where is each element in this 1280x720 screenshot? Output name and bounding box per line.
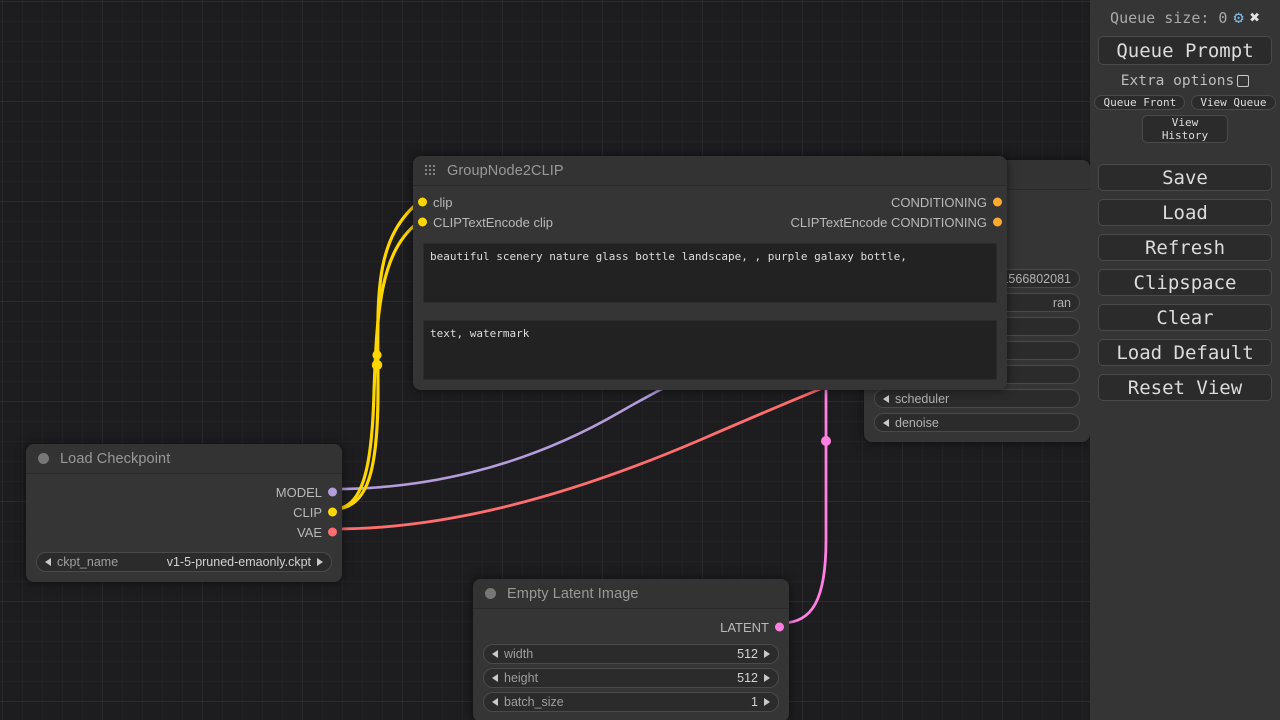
node-title-load-checkpoint[interactable]: Load Checkpoint	[26, 444, 342, 474]
output-slot-cliptextencode-conditioning-label: CLIPTextEncode CONDITIONING	[790, 214, 988, 230]
widget-ckpt-name-label: ckpt_name	[57, 555, 119, 569]
widget-width[interactable]: width 512	[483, 644, 779, 664]
input-slot-cliptextencode-clip[interactable]: CLIPTextEncode clip CLIPTextEncode CONDI…	[413, 212, 1007, 232]
menu-action-buttons: Save Load Refresh Clipspace Clear Load D…	[1090, 164, 1280, 401]
output-slot-clip[interactable]: CLIP	[26, 502, 342, 522]
widget-seed-value: 1566802081	[1001, 271, 1071, 286]
extra-options-checkbox[interactable]	[1237, 75, 1250, 87]
output-slot-vae[interactable]: VAE	[26, 522, 342, 542]
view-history-button[interactable]: View History	[1142, 115, 1228, 143]
widget-denoise[interactable]: denoise	[874, 413, 1080, 432]
output-slot-model[interactable]: MODEL	[26, 482, 342, 502]
port-clip-out[interactable]	[328, 507, 337, 517]
collapse-dot-icon[interactable]	[485, 588, 496, 599]
close-icon[interactable]: ✖	[1249, 7, 1260, 28]
widget-denoise-label: denoise	[895, 415, 939, 430]
output-slot-latent[interactable]: LATENT	[473, 617, 789, 637]
input-slot-clip-label: clip	[433, 194, 453, 210]
input-slot-cliptextencode-clip-label: CLIPTextEncode clip	[433, 214, 553, 230]
widget-batch-size-value: 1	[751, 695, 758, 709]
widget-scheduler[interactable]: scheduler	[874, 389, 1080, 408]
port-conditioning-out[interactable]	[993, 197, 1002, 207]
output-slot-vae-label: VAE	[296, 524, 322, 540]
save-button[interactable]: Save	[1098, 164, 1272, 191]
increment-arrow-icon[interactable]	[764, 674, 770, 682]
queue-prompt-button[interactable]: Queue Prompt	[1098, 36, 1272, 65]
node-empty-latent-image[interactable]: Empty Latent Image LATENT width 512	[473, 579, 789, 720]
node-title-empty-latent-image[interactable]: Empty Latent Image	[473, 579, 789, 609]
port-vae-out[interactable]	[328, 527, 337, 537]
decrement-arrow-icon[interactable]	[492, 674, 498, 682]
output-slot-conditioning-label: CONDITIONING	[890, 194, 987, 210]
port-cliptextencode-clip-in[interactable]	[418, 217, 427, 227]
node-title-groupnode2clip[interactable]: GroupNode2CLIP	[413, 156, 1007, 186]
link-dot-clip-1	[372, 350, 382, 360]
node-body-empty-latent-image: LATENT width 512 height 512	[473, 609, 789, 720]
widget-control-after-generate-value: ran	[1052, 295, 1071, 310]
extra-options-label: Extra options	[1120, 73, 1235, 89]
clipspace-button[interactable]: Clipspace	[1098, 269, 1272, 296]
increment-arrow-icon[interactable]	[764, 650, 770, 658]
refresh-button[interactable]: Refresh	[1098, 234, 1272, 261]
graph-canvas[interactable]: 1566802081 te ran scheduler denoise	[0, 0, 1090, 720]
widget-width-value: 512	[737, 647, 758, 661]
port-cliptextencode-conditioning-out[interactable]	[993, 217, 1002, 227]
link-clip-2	[332, 219, 422, 511]
widget-height-value: 512	[737, 671, 758, 685]
increment-arrow-icon[interactable]	[317, 558, 323, 566]
widget-batch-size[interactable]: batch_size 1	[483, 692, 779, 712]
view-history-line-1: View	[1171, 116, 1199, 129]
node-title-label: GroupNode2CLIP	[447, 162, 564, 179]
load-button[interactable]: Load	[1098, 199, 1272, 226]
link-dot-latent	[821, 436, 831, 446]
comfy-menu-panel: Queue size: 0 ⚙ ✖ Queue Prompt Extra opt…	[1090, 0, 1280, 720]
widget-scheduler-label: scheduler	[895, 391, 950, 406]
clear-button[interactable]: Clear	[1098, 304, 1272, 331]
node-title-label: Empty Latent Image	[507, 585, 639, 602]
view-history-line-2: History	[1161, 129, 1209, 142]
widget-height-label: height	[504, 671, 539, 685]
output-slot-latent-label: LATENT	[720, 619, 769, 635]
drag-handle-icon[interactable]	[425, 165, 436, 176]
decrement-arrow-icon[interactable]	[883, 394, 889, 403]
load-default-button[interactable]: Load Default	[1098, 339, 1272, 366]
output-slot-clip-label: CLIP	[293, 504, 322, 520]
port-clip-in[interactable]	[418, 197, 427, 207]
link-dot-clip-2	[371, 359, 383, 371]
node-body-groupnode2clip: clip CONDITIONING CLIPTextEncode clip CL…	[413, 186, 1007, 390]
queue-actions-row: Queue Front View Queue	[1090, 95, 1280, 110]
textarea-negative-prompt[interactable]: text, watermark	[423, 320, 997, 380]
textarea-positive-prompt[interactable]: beautiful scenery nature glass bottle la…	[423, 243, 997, 303]
extra-options-row[interactable]: Extra options	[1090, 73, 1280, 89]
queue-size-row: Queue size: 0 ⚙ ✖	[1090, 0, 1280, 27]
node-groupnode2clip[interactable]: GroupNode2CLIP clip CONDITIONING CLIPTex…	[413, 156, 1007, 390]
collapse-dot-icon[interactable]	[38, 453, 49, 464]
node-title-label: Load Checkpoint	[60, 450, 171, 467]
widget-ckpt-name-value: v1-5-pruned-emaonly.ckpt	[166, 555, 311, 569]
queue-front-button[interactable]: Queue Front	[1094, 95, 1186, 110]
widget-height[interactable]: height 512	[483, 668, 779, 688]
widget-width-label: width	[504, 647, 534, 661]
node-body-load-checkpoint: MODEL CLIP VAE ckpt_name v1-5-pruned-ema…	[26, 474, 342, 582]
output-slot-model-label: MODEL	[275, 484, 322, 500]
decrement-arrow-icon[interactable]	[492, 650, 498, 658]
decrement-arrow-icon[interactable]	[492, 698, 498, 706]
port-latent-out[interactable]	[775, 622, 784, 632]
node-load-checkpoint[interactable]: Load Checkpoint MODEL CLIP VAE	[26, 444, 342, 582]
port-model-out[interactable]	[328, 487, 337, 497]
reset-view-button[interactable]: Reset View	[1098, 374, 1272, 401]
widget-ckpt-name[interactable]: ckpt_name v1-5-pruned-emaonly.ckpt	[36, 552, 332, 572]
view-queue-button[interactable]: View Queue	[1191, 95, 1276, 110]
increment-arrow-icon[interactable]	[764, 698, 770, 706]
decrement-arrow-icon[interactable]	[883, 418, 889, 427]
queue-size-label: Queue size: 0	[1110, 9, 1228, 27]
widget-batch-size-label: batch_size	[504, 695, 564, 709]
input-slot-clip[interactable]: clip CONDITIONING	[413, 192, 1007, 212]
decrement-arrow-icon[interactable]	[45, 558, 51, 566]
settings-gear-icon[interactable]: ⚙	[1233, 7, 1244, 28]
link-clip-1	[332, 199, 422, 511]
